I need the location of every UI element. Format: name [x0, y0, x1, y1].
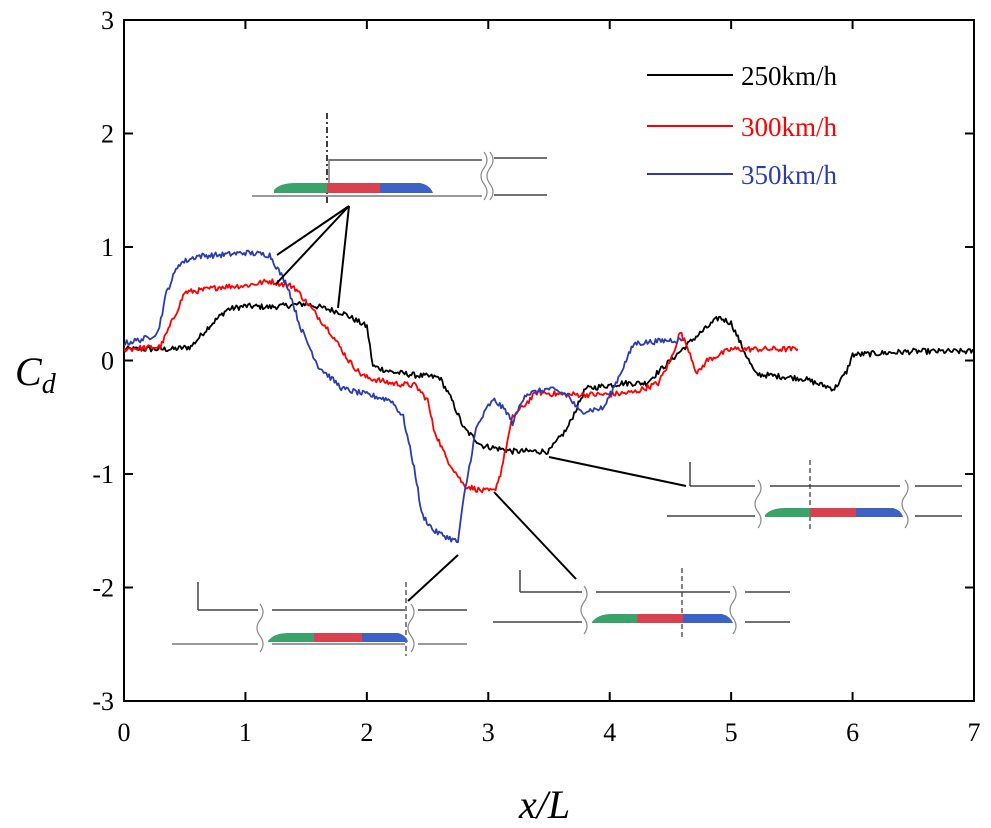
- x-tick-label: 6: [846, 718, 859, 747]
- y-axis-title: Cd: [15, 349, 57, 400]
- train-schematic-entry: [252, 113, 547, 205]
- x-tick-label: 1: [239, 718, 252, 747]
- y-tick-label: -1: [92, 460, 114, 489]
- y-tick-label: 1: [101, 233, 114, 262]
- y-tick-label: 0: [101, 347, 114, 376]
- series-line-0: [124, 301, 974, 456]
- train-schematic-middle: [493, 568, 790, 640]
- legend: 250km/h 300km/h 350km/h: [647, 61, 838, 190]
- train-schematic-inside: [667, 460, 962, 530]
- series-line-1: [124, 278, 799, 494]
- x-tick-label: 0: [118, 718, 131, 747]
- y-tick-label: -2: [92, 574, 114, 603]
- leader-lines: [275, 205, 687, 602]
- x-tick-label: 5: [725, 718, 738, 747]
- y-tick-label: 3: [101, 6, 114, 35]
- x-tick-label: 7: [968, 718, 981, 747]
- y-tick-label: 2: [101, 120, 114, 149]
- x-tick-label: 3: [482, 718, 495, 747]
- legend-label-300: 300km/h: [741, 112, 838, 142]
- legend-label-350: 350km/h: [741, 160, 838, 190]
- x-axis-title: x/L: [518, 782, 570, 827]
- x-tick-label: 4: [603, 718, 616, 747]
- x-tick-label: 2: [360, 718, 373, 747]
- plot-frame: [123, 19, 975, 702]
- legend-label-250: 250km/h: [741, 61, 838, 91]
- y-tick-label: -3: [92, 687, 114, 716]
- series-line-2: [124, 249, 683, 544]
- train-schematic-exit-left: [172, 582, 467, 656]
